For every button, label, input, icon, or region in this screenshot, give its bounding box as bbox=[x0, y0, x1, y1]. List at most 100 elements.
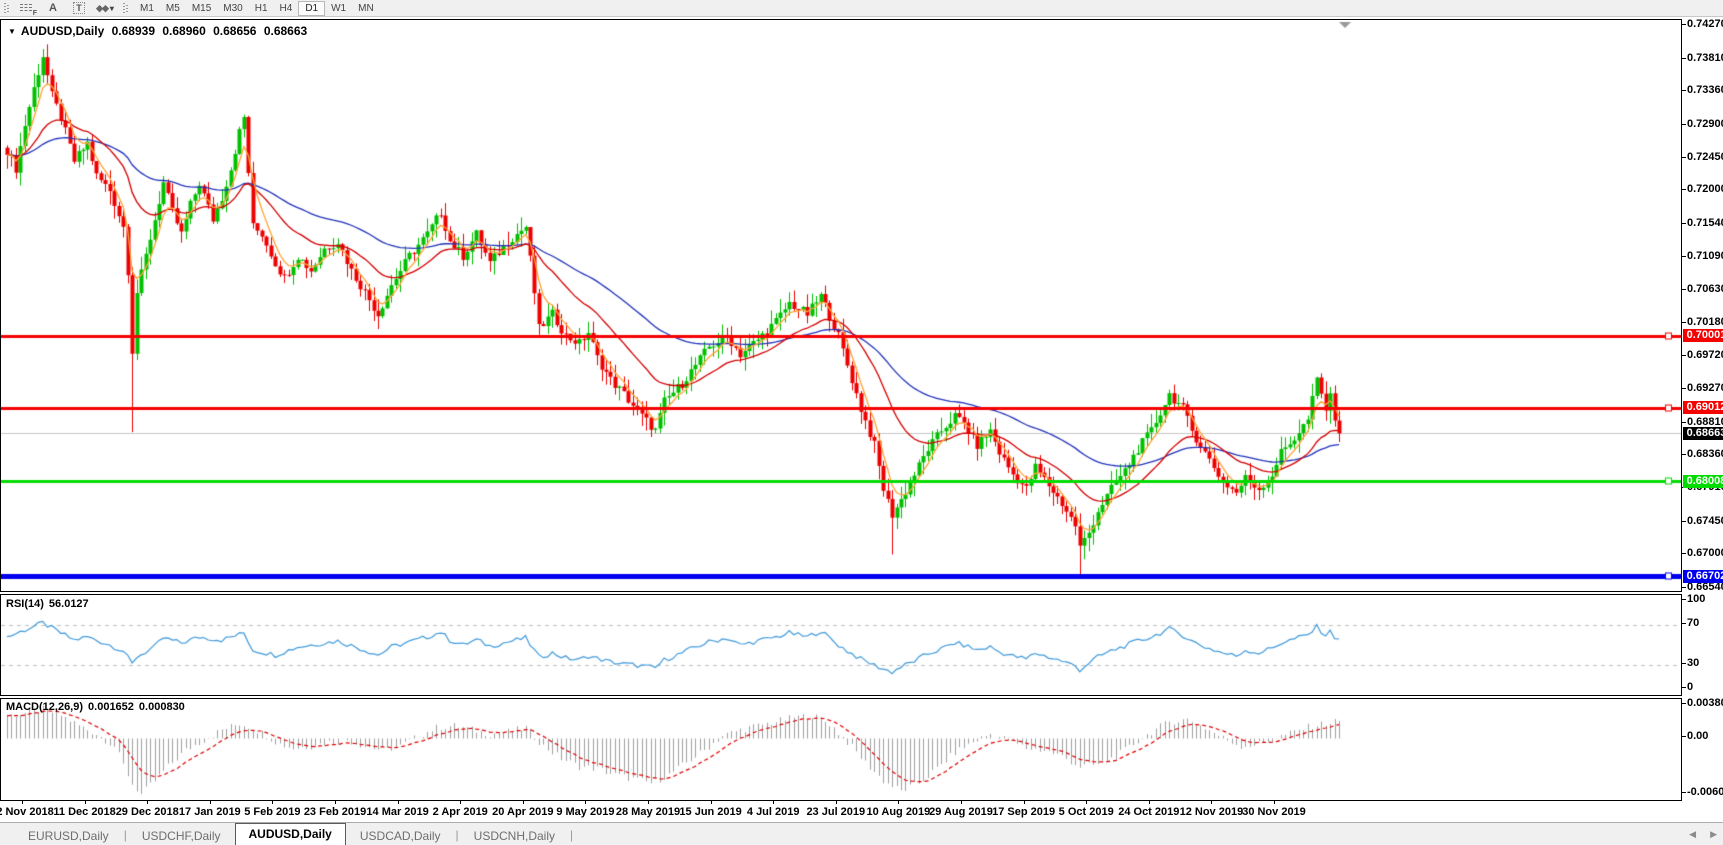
tab-usdcnh[interactable]: USDCNH,Daily bbox=[473, 829, 556, 843]
macd-canvas[interactable] bbox=[1, 699, 1681, 800]
macd-main-value: 0.001652 bbox=[88, 701, 134, 713]
price-tick-0.70630: 0.70630 bbox=[1682, 283, 1723, 295]
date-label-29-aug-2019: 29 Aug 2019 bbox=[929, 806, 993, 818]
price-tick-0.70180: 0.70180 bbox=[1682, 316, 1723, 328]
price-tick-0.67450: 0.67450 bbox=[1682, 515, 1723, 527]
date-tick bbox=[147, 801, 149, 804]
rsi-tick-100: 100 bbox=[1682, 593, 1705, 605]
rsi-indicator-label: RSI(14) 56.0127 bbox=[6, 598, 94, 610]
price-tick-0.72000: 0.72000 bbox=[1682, 183, 1723, 195]
date-tick bbox=[397, 801, 399, 804]
tab-audusd[interactable]: AUDUSD,Daily bbox=[234, 823, 346, 845]
label-tool-button[interactable]: T bbox=[67, 1, 91, 15]
date-tick bbox=[1148, 801, 1150, 804]
date-label-9-may-2019: 9 May 2019 bbox=[556, 806, 615, 818]
price-tick-0.71090: 0.71090 bbox=[1682, 250, 1723, 262]
macd-name: MACD(12,26,9) bbox=[6, 701, 84, 713]
fibonacci-tool-button[interactable]: F bbox=[15, 1, 39, 17]
date-tick bbox=[1274, 801, 1275, 804]
hline-price-badge-0.66702: 0.66702 bbox=[1683, 569, 1723, 583]
timeframe-button-group: M1 M5 M15 M30 H1 H4 D1 W1 MN bbox=[134, 0, 380, 16]
rsi-tick-30: 30 bbox=[1682, 657, 1699, 669]
tab-separator: | bbox=[570, 827, 574, 842]
date-tick bbox=[460, 801, 462, 804]
timeframe-button-h4[interactable]: H4 bbox=[279, 2, 293, 14]
date-tick bbox=[22, 801, 23, 804]
timeframe-button-d1[interactable]: D1 bbox=[298, 0, 326, 16]
macd-signal-value: 0.000830 bbox=[138, 701, 185, 713]
text-a-icon: A bbox=[49, 2, 57, 14]
date-label-23-jul-2019: 23 Jul 2019 bbox=[806, 806, 866, 818]
date-tick bbox=[773, 801, 775, 804]
tab-separator: | bbox=[455, 827, 459, 842]
date-tick bbox=[335, 801, 336, 804]
ohlc-low: 0.68656 bbox=[213, 24, 257, 38]
date-tick bbox=[1211, 801, 1213, 804]
last-price-badge: 0.68663 bbox=[1683, 426, 1723, 440]
price-tick-0.72900: 0.72900 bbox=[1682, 118, 1723, 130]
date-label-12-nov-2019: 12 Nov 2019 bbox=[1179, 806, 1244, 818]
tab-scroll-left-icon[interactable]: ◀ bbox=[1689, 829, 1697, 839]
chart-dropdown-triangle-icon[interactable]: ▼ bbox=[8, 27, 16, 36]
price-tick-0.71540: 0.71540 bbox=[1682, 217, 1723, 229]
date-tick bbox=[961, 801, 962, 804]
ohlc-close: 0.68663 bbox=[263, 24, 308, 38]
tab-scroll-controls: ◀ ▶ bbox=[1689, 829, 1717, 839]
date-label-29-dec-2018: 29 Dec 2018 bbox=[115, 806, 179, 818]
arrows-tool-button[interactable]: ◆◆ ▾ bbox=[93, 1, 117, 15]
macd-tick-0.00: 0.00 bbox=[1682, 730, 1708, 742]
tab-eurusd[interactable]: EURUSD,Daily bbox=[28, 829, 109, 843]
timeframe-button-m15[interactable]: M15 bbox=[191, 2, 212, 14]
chart-title: ▼ AUDUSD,Daily 0.68939 0.68960 0.68656 0.… bbox=[8, 24, 311, 38]
hline-price-badge-0.70001: 0.70001 bbox=[1683, 329, 1723, 343]
tab-scroll-right-icon[interactable]: ▶ bbox=[1710, 829, 1717, 839]
price-tick-0.69720: 0.69720 bbox=[1682, 349, 1723, 361]
timeframe-button-m1[interactable]: M1 bbox=[140, 2, 154, 14]
chart-symbol-label: AUDUSD,Daily bbox=[20, 24, 105, 38]
timeframe-button-m30[interactable]: M30 bbox=[223, 2, 243, 14]
chart-tab-bar: EURUSD,Daily | USDCHF,Daily AUDUSD,Daily USD… bbox=[0, 822, 1723, 845]
price-tick-0.73360: 0.73360 bbox=[1682, 84, 1723, 96]
hline-price-badge-0.68008: 0.68008 bbox=[1683, 474, 1723, 488]
date-label-20-apr-2019: 20 Apr 2019 bbox=[492, 806, 554, 818]
date-tick bbox=[898, 801, 900, 804]
toolbar-grip-handle[interactable] bbox=[4, 2, 9, 14]
date-tick bbox=[1023, 801, 1025, 804]
date-label-15-jun-2019: 15 Jun 2019 bbox=[679, 806, 742, 818]
price-tick-0.69270: 0.69270 bbox=[1682, 382, 1723, 394]
date-tick bbox=[648, 801, 649, 804]
date-label-17-sep-2019: 17 Sep 2019 bbox=[992, 806, 1056, 818]
date-tick bbox=[84, 801, 86, 804]
price-tick-0.67000: 0.67000 bbox=[1682, 547, 1723, 559]
date-label-14-mar-2019: 14 Mar 2019 bbox=[366, 806, 429, 818]
price-tick-0.72450: 0.72450 bbox=[1682, 151, 1723, 163]
text-tool-button[interactable]: A bbox=[41, 1, 65, 15]
timeframe-button-mn[interactable]: MN bbox=[358, 2, 374, 14]
timeframe-button-w1[interactable]: W1 bbox=[331, 2, 347, 14]
tab-usdcad[interactable]: USDCAD,Daily bbox=[359, 829, 441, 843]
timeframe-button-h1[interactable]: H1 bbox=[254, 2, 268, 14]
fibonacci-icon: F bbox=[20, 3, 37, 17]
main-chart-canvas[interactable] bbox=[1, 20, 1681, 591]
chevron-down-icon: ▾ bbox=[109, 3, 114, 13]
toolbar: F A T ◆◆ ▾ M1 M5 M15 M30 H1 H4 D1 W1 MN bbox=[0, 0, 1723, 17]
rsi-value: 56.0127 bbox=[48, 598, 89, 610]
price-tick-0.68360: 0.68360 bbox=[1682, 448, 1723, 460]
tab-usdchf[interactable]: USDCHF,Daily bbox=[141, 829, 221, 843]
rsi-canvas[interactable] bbox=[1, 595, 1681, 695]
macd-tick-0.003804: 0.003804 bbox=[1682, 697, 1723, 709]
date-label-17-jan-2019: 17 Jan 2019 bbox=[178, 806, 241, 818]
date-tick bbox=[585, 801, 587, 804]
price-tick-0.73810: 0.73810 bbox=[1682, 52, 1723, 64]
date-label-5-feb-2019: 5 Feb 2019 bbox=[244, 806, 301, 818]
date-tick bbox=[710, 801, 712, 804]
date-label-5-oct-2019: 5 Oct 2019 bbox=[1058, 806, 1114, 818]
date-label-23-feb-2019: 23 Feb 2019 bbox=[303, 806, 367, 818]
date-label-2-apr-2019: 2 Apr 2019 bbox=[432, 806, 488, 818]
timeframe-button-m5[interactable]: M5 bbox=[165, 2, 180, 14]
date-tick bbox=[272, 801, 274, 804]
date-tick bbox=[1086, 801, 1088, 804]
toolbar-grip-handle-2[interactable] bbox=[123, 2, 128, 14]
rsi-tick-70: 70 bbox=[1682, 617, 1699, 629]
